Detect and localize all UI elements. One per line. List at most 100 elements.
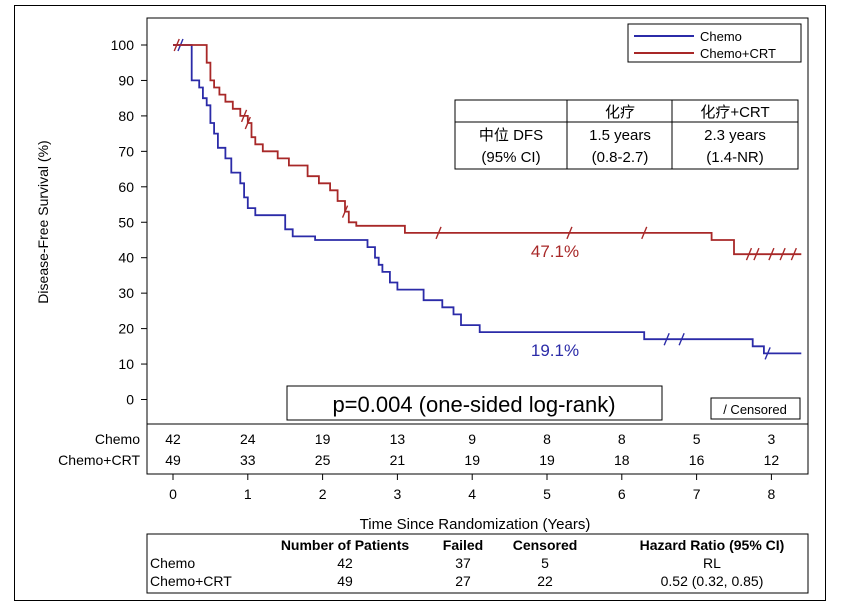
risk-count: 5 (693, 431, 701, 447)
chemo-crt-censor-mark (790, 247, 797, 261)
y-tick-label: 60 (118, 179, 134, 195)
median-chemo-value: 1.5 years (589, 127, 651, 144)
x-tick-label: 0 (169, 486, 177, 502)
risk-count: 12 (764, 452, 780, 468)
summary-row-chemo-hazard: RL (703, 555, 721, 571)
p-value-border (286, 385, 663, 421)
risk-count: 21 (390, 452, 406, 468)
median-table-border (454, 99, 799, 170)
chemo-crt-curve (173, 44, 802, 256)
y-tick-label: 70 (118, 143, 134, 159)
legend-chemo-crt-label: Chemo+CRT (700, 46, 776, 61)
summary-row-chemo-patients: 42 (337, 555, 353, 571)
x-tick-label: 8 (768, 486, 776, 502)
summary-header-censored: Censored (513, 537, 578, 553)
x-axis-label: Time Since Randomization (Years) (360, 516, 591, 533)
y-tick-label: 10 (118, 356, 134, 372)
risk-table-box (146, 423, 809, 475)
y-tick-label: 80 (118, 108, 134, 124)
x-axis: 0 1 2 3 4 5 6 7 8 (169, 474, 776, 502)
chemo-censor-mark (764, 347, 771, 360)
y-axis-label: Disease-Free Survival (%) (35, 140, 51, 303)
chemo-rate-label: 19.1% (531, 341, 579, 360)
chemo-censor-mark (663, 332, 670, 346)
median-header-chemo-crt: 化疗+CRT (700, 104, 769, 121)
chemo-crt-censor-mark (435, 226, 442, 240)
risk-count: 9 (468, 431, 476, 447)
chemo-crt-censor-mark (566, 226, 573, 240)
risk-count: 19 (315, 431, 331, 447)
censored-note-text: / Censored (723, 402, 787, 417)
legend-chemo-label: Chemo (700, 29, 742, 44)
x-tick-label: 7 (693, 486, 701, 502)
summary-row-chemo-crt-name: Chemo+CRT (150, 573, 232, 589)
risk-count: 16 (689, 452, 705, 468)
ci-chemo-value: (0.8-2.7) (592, 149, 649, 166)
y-tick-label: 0 (126, 392, 134, 408)
summary-row-chemo-crt-hazard: 0.52 (0.32, 0.85) (661, 573, 764, 589)
x-tick-label: 6 (618, 486, 626, 502)
x-tick-label: 3 (394, 486, 402, 502)
x-tick-label: 4 (468, 486, 476, 502)
chemo-crt-censor-mark (753, 247, 760, 261)
survival-curves (173, 38, 802, 360)
risk-count: 19 (464, 452, 480, 468)
chemo-crt-censor-mark (173, 38, 180, 52)
chemo-crt-rate-label: 47.1% (531, 242, 579, 261)
y-tick-label: 100 (111, 37, 135, 53)
y-tick-label: 20 (118, 321, 134, 337)
chemo-crt-censor-mark (341, 205, 349, 218)
risk-count: 8 (543, 431, 551, 447)
chemo-crt-censor-mark (641, 226, 648, 240)
chemo-crt-censor-mark (244, 116, 251, 130)
summary-row-chemo-crt-censored: 22 (537, 573, 553, 589)
chemo-crt-censor-mark (240, 109, 248, 123)
y-tick-label: 90 (118, 72, 134, 88)
summary-header-failed: Failed (443, 537, 483, 553)
risk-count: 3 (768, 431, 776, 447)
legend-box (627, 23, 802, 63)
risk-count: 13 (390, 431, 406, 447)
x-tick-label: 1 (244, 486, 252, 502)
plot-area (146, 17, 809, 425)
summary-row-chemo-crt-failed: 27 (455, 573, 471, 589)
y-tick-label: 40 (118, 250, 134, 266)
chemo-crt-censor-mark (768, 247, 775, 261)
summary-table: Number of Patients Failed Censored Hazar… (146, 533, 809, 594)
ci-chemo-crt-value: (1.4-NR) (706, 149, 764, 166)
median-dfs-table: 化疗 化疗+CRT 中位 DFS 1.5 years 2.3 years (95… (454, 99, 799, 170)
censored-note: / Censored (710, 397, 801, 420)
median-row-label: 中位 DFS (479, 127, 543, 144)
risk-count: 8 (618, 431, 626, 447)
chemo-crt-censor-mark (745, 247, 753, 261)
ci-row-label: (95% CI) (481, 149, 540, 166)
risk-count: 49 (165, 452, 181, 468)
risk-row-label-chemo-crt: Chemo+CRT (58, 452, 140, 468)
median-header-chemo: 化疗 (605, 104, 635, 121)
risk-count: 18 (614, 452, 630, 468)
risk-row-label-chemo: Chemo (95, 431, 140, 447)
summary-row-chemo-name: Chemo (150, 555, 195, 571)
risk-count: 24 (240, 431, 256, 447)
summary-table-border (146, 533, 809, 594)
censored-note-border (710, 397, 801, 420)
summary-row-chemo-failed: 37 (455, 555, 471, 571)
p-value-text: p=0.004 (one-sided log-rank) (332, 392, 615, 417)
figure-frame (14, 5, 826, 601)
summary-header-hazard: Hazard Ratio (95% CI) (640, 537, 785, 553)
risk-count: 33 (240, 452, 256, 468)
summary-row-chemo-crt-patients: 49 (337, 573, 353, 589)
chemo-curve (173, 44, 802, 355)
summary-header-patients: Number of Patients (281, 537, 410, 553)
y-tick-label: 30 (118, 285, 134, 301)
chemo-crt-censor-mark (779, 247, 786, 261)
risk-count: 19 (539, 452, 555, 468)
x-tick-label: 2 (319, 486, 327, 502)
p-value-box: p=0.004 (one-sided log-rank) (286, 385, 663, 421)
median-chemo-crt-value: 2.3 years (704, 127, 766, 144)
risk-table: Chemo 42 24 19 13 9 8 8 5 3 Chemo+CRT 49 33 25 21 19 19 1… (58, 431, 779, 468)
x-tick-label: 5 (543, 486, 551, 502)
risk-count: 42 (165, 431, 181, 447)
